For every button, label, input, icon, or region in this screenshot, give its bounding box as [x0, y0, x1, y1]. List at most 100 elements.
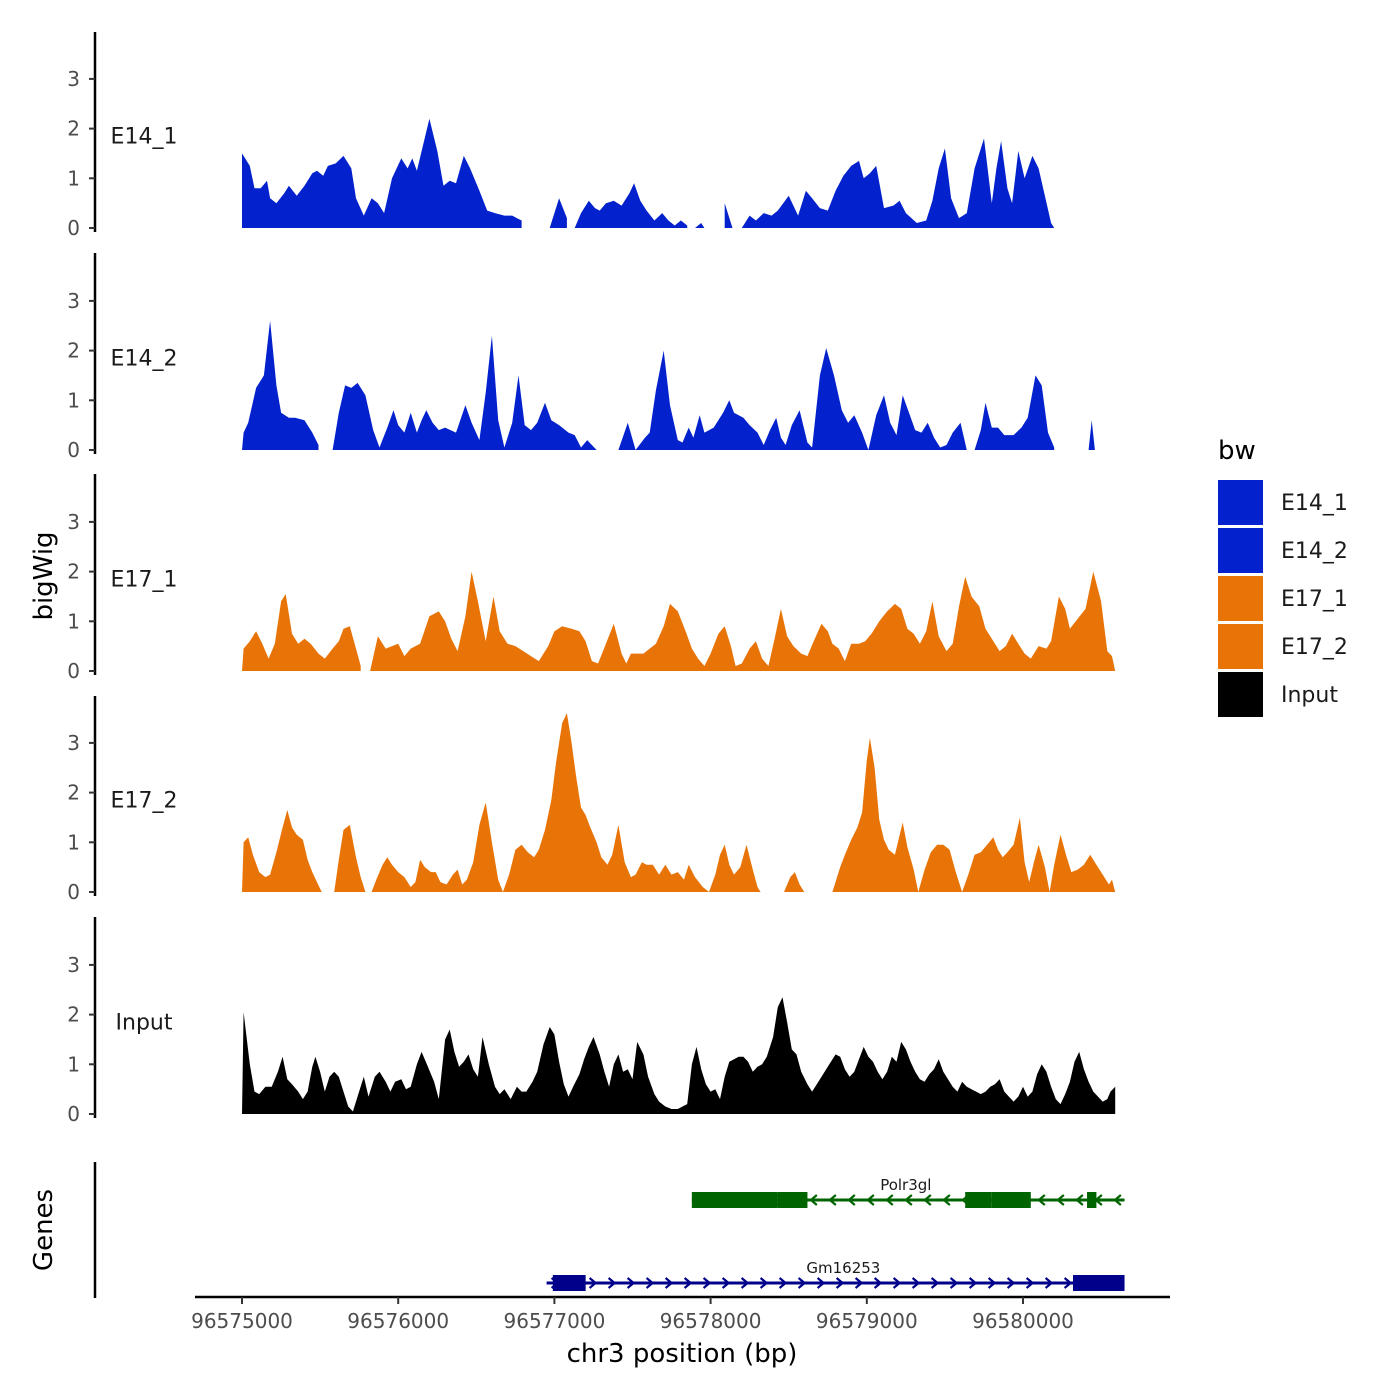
y-tick-label: 0: [67, 659, 80, 683]
gene-exon: [691, 1192, 778, 1208]
y-tick-label: 3: [67, 731, 80, 755]
strand-arrow: [930, 1277, 940, 1289]
strand-arrow: [873, 1277, 883, 1289]
strand-arrow: [847, 1194, 856, 1206]
signal-area: [832, 737, 1116, 892]
x-axis-title: chr3 position (bp): [567, 1339, 798, 1369]
signal-area: [242, 320, 319, 450]
y-tick-label: 0: [67, 438, 80, 462]
strand-arrow: [1037, 1194, 1046, 1206]
track-label: E17_1: [111, 568, 178, 593]
signal-area: [242, 997, 1116, 1114]
gene-exon: [991, 1192, 1031, 1208]
strand-arrow: [911, 1277, 921, 1289]
strand-arrow: [1006, 1277, 1016, 1289]
y-tick-label: 2: [67, 339, 80, 363]
signal-area: [370, 571, 1116, 671]
legend: bw E14_1 E14_2 E17_1 E17_2 Input: [1218, 436, 1348, 717]
legend-title: bw: [1218, 436, 1256, 466]
y-tick-label: 1: [67, 166, 80, 190]
strand-arrow: [1113, 1194, 1122, 1206]
y-tick-label: 2: [67, 1003, 80, 1027]
strand-arrow: [809, 1194, 818, 1206]
strand-arrow: [797, 1277, 807, 1289]
y-tick-label: 3: [67, 67, 80, 91]
strand-arrow: [1075, 1194, 1084, 1206]
signal-area: [332, 335, 597, 450]
genes-panel-title: Genes: [29, 1189, 59, 1271]
x-axis: chr3 position (bp) 96575000 96576000 96577…: [191, 1295, 1170, 1369]
y-tick-label: 2: [67, 781, 80, 805]
track-label: Input: [116, 1011, 173, 1036]
strand-arrow: [683, 1277, 693, 1289]
y-tick-label: 3: [67, 289, 80, 313]
y-tick-label: 2: [67, 117, 80, 141]
strand-arrow: [885, 1194, 894, 1206]
strand-arrow: [949, 1277, 959, 1289]
x-tick-label: 96575000: [191, 1309, 293, 1333]
strand-arrow: [968, 1277, 978, 1289]
strand-arrow: [1025, 1277, 1035, 1289]
track-panels: 0 1 2 3 E14_1 0 1 2 3 E14_2 0 1 2 3 E17_1 0 1 2 3 E17_2 0 1 2 3…: [67, 32, 1116, 1126]
strand-arrow: [645, 1277, 655, 1289]
strand-arrow: [588, 1277, 598, 1289]
signal-area: [242, 810, 322, 892]
x-tick-label: 96580000: [972, 1309, 1074, 1333]
legend-key: [1218, 672, 1263, 717]
strand-arrow: [607, 1277, 617, 1289]
strand-arrow: [942, 1194, 951, 1206]
y-axis-title: bigWig: [29, 531, 59, 620]
strand-arrow: [721, 1277, 731, 1289]
strand-arrow: [759, 1277, 769, 1289]
gene-exon: [965, 1192, 992, 1208]
strand-arrow: [828, 1194, 837, 1206]
signal-area: [724, 203, 733, 228]
gene-polr3gl: Polr3gl: [691, 1176, 1125, 1208]
strand-arrow: [866, 1194, 875, 1206]
strand-arrow: [892, 1277, 902, 1289]
gene-gm16253: Gm16253: [546, 1259, 1125, 1291]
track-input: 0 1 2 3 Input: [67, 917, 1116, 1126]
y-tick-label: 1: [67, 388, 80, 412]
y-tick-label: 1: [67, 1052, 80, 1076]
gene-exon: [777, 1192, 808, 1208]
track-e14-1: 0 1 2 3 E14_1: [67, 32, 1055, 240]
strand-arrow: [626, 1277, 636, 1289]
gene-exon: [1072, 1275, 1125, 1291]
x-tick-label: 96579000: [816, 1309, 918, 1333]
signal-area: [974, 375, 1055, 450]
track-e14-2: 0 1 2 3 E14_2: [67, 253, 1095, 462]
track-e17-2: 0 1 2 3 E17_2: [67, 696, 1116, 904]
y-tick-label: 0: [67, 1102, 80, 1126]
gene-exon: [1087, 1192, 1097, 1208]
strand-arrow: [816, 1277, 826, 1289]
track-label: E14_2: [111, 347, 178, 372]
strand-arrow: [664, 1277, 674, 1289]
signal-area: [242, 118, 522, 228]
signal-area: [334, 824, 366, 892]
gene-exon: [552, 1275, 586, 1291]
track-label: E17_2: [111, 789, 178, 814]
x-tick-label: 96576000: [347, 1309, 449, 1333]
signal-area: [574, 183, 688, 228]
y-tick-label: 0: [67, 216, 80, 240]
gene-label: Polr3gl: [880, 1176, 931, 1194]
legend-label: E17_2: [1281, 635, 1348, 660]
signal-area: [242, 594, 361, 671]
y-tick-label: 3: [67, 953, 80, 977]
track-label: E14_1: [111, 125, 178, 150]
strand-arrow: [778, 1277, 788, 1289]
strand-arrow: [1063, 1277, 1073, 1289]
strand-arrow: [740, 1277, 750, 1289]
y-tick-label: 3: [67, 510, 80, 534]
gene-label: Gm16253: [806, 1259, 880, 1277]
x-tick-label: 96577000: [504, 1309, 606, 1333]
strand-arrow: [1056, 1194, 1065, 1206]
strand-arrow: [854, 1277, 864, 1289]
legend-label: E14_2: [1281, 539, 1348, 564]
y-tick-label: 1: [67, 609, 80, 633]
legend-key: [1218, 576, 1263, 621]
strand-arrow: [702, 1277, 712, 1289]
y-tick-label: 2: [67, 560, 80, 584]
